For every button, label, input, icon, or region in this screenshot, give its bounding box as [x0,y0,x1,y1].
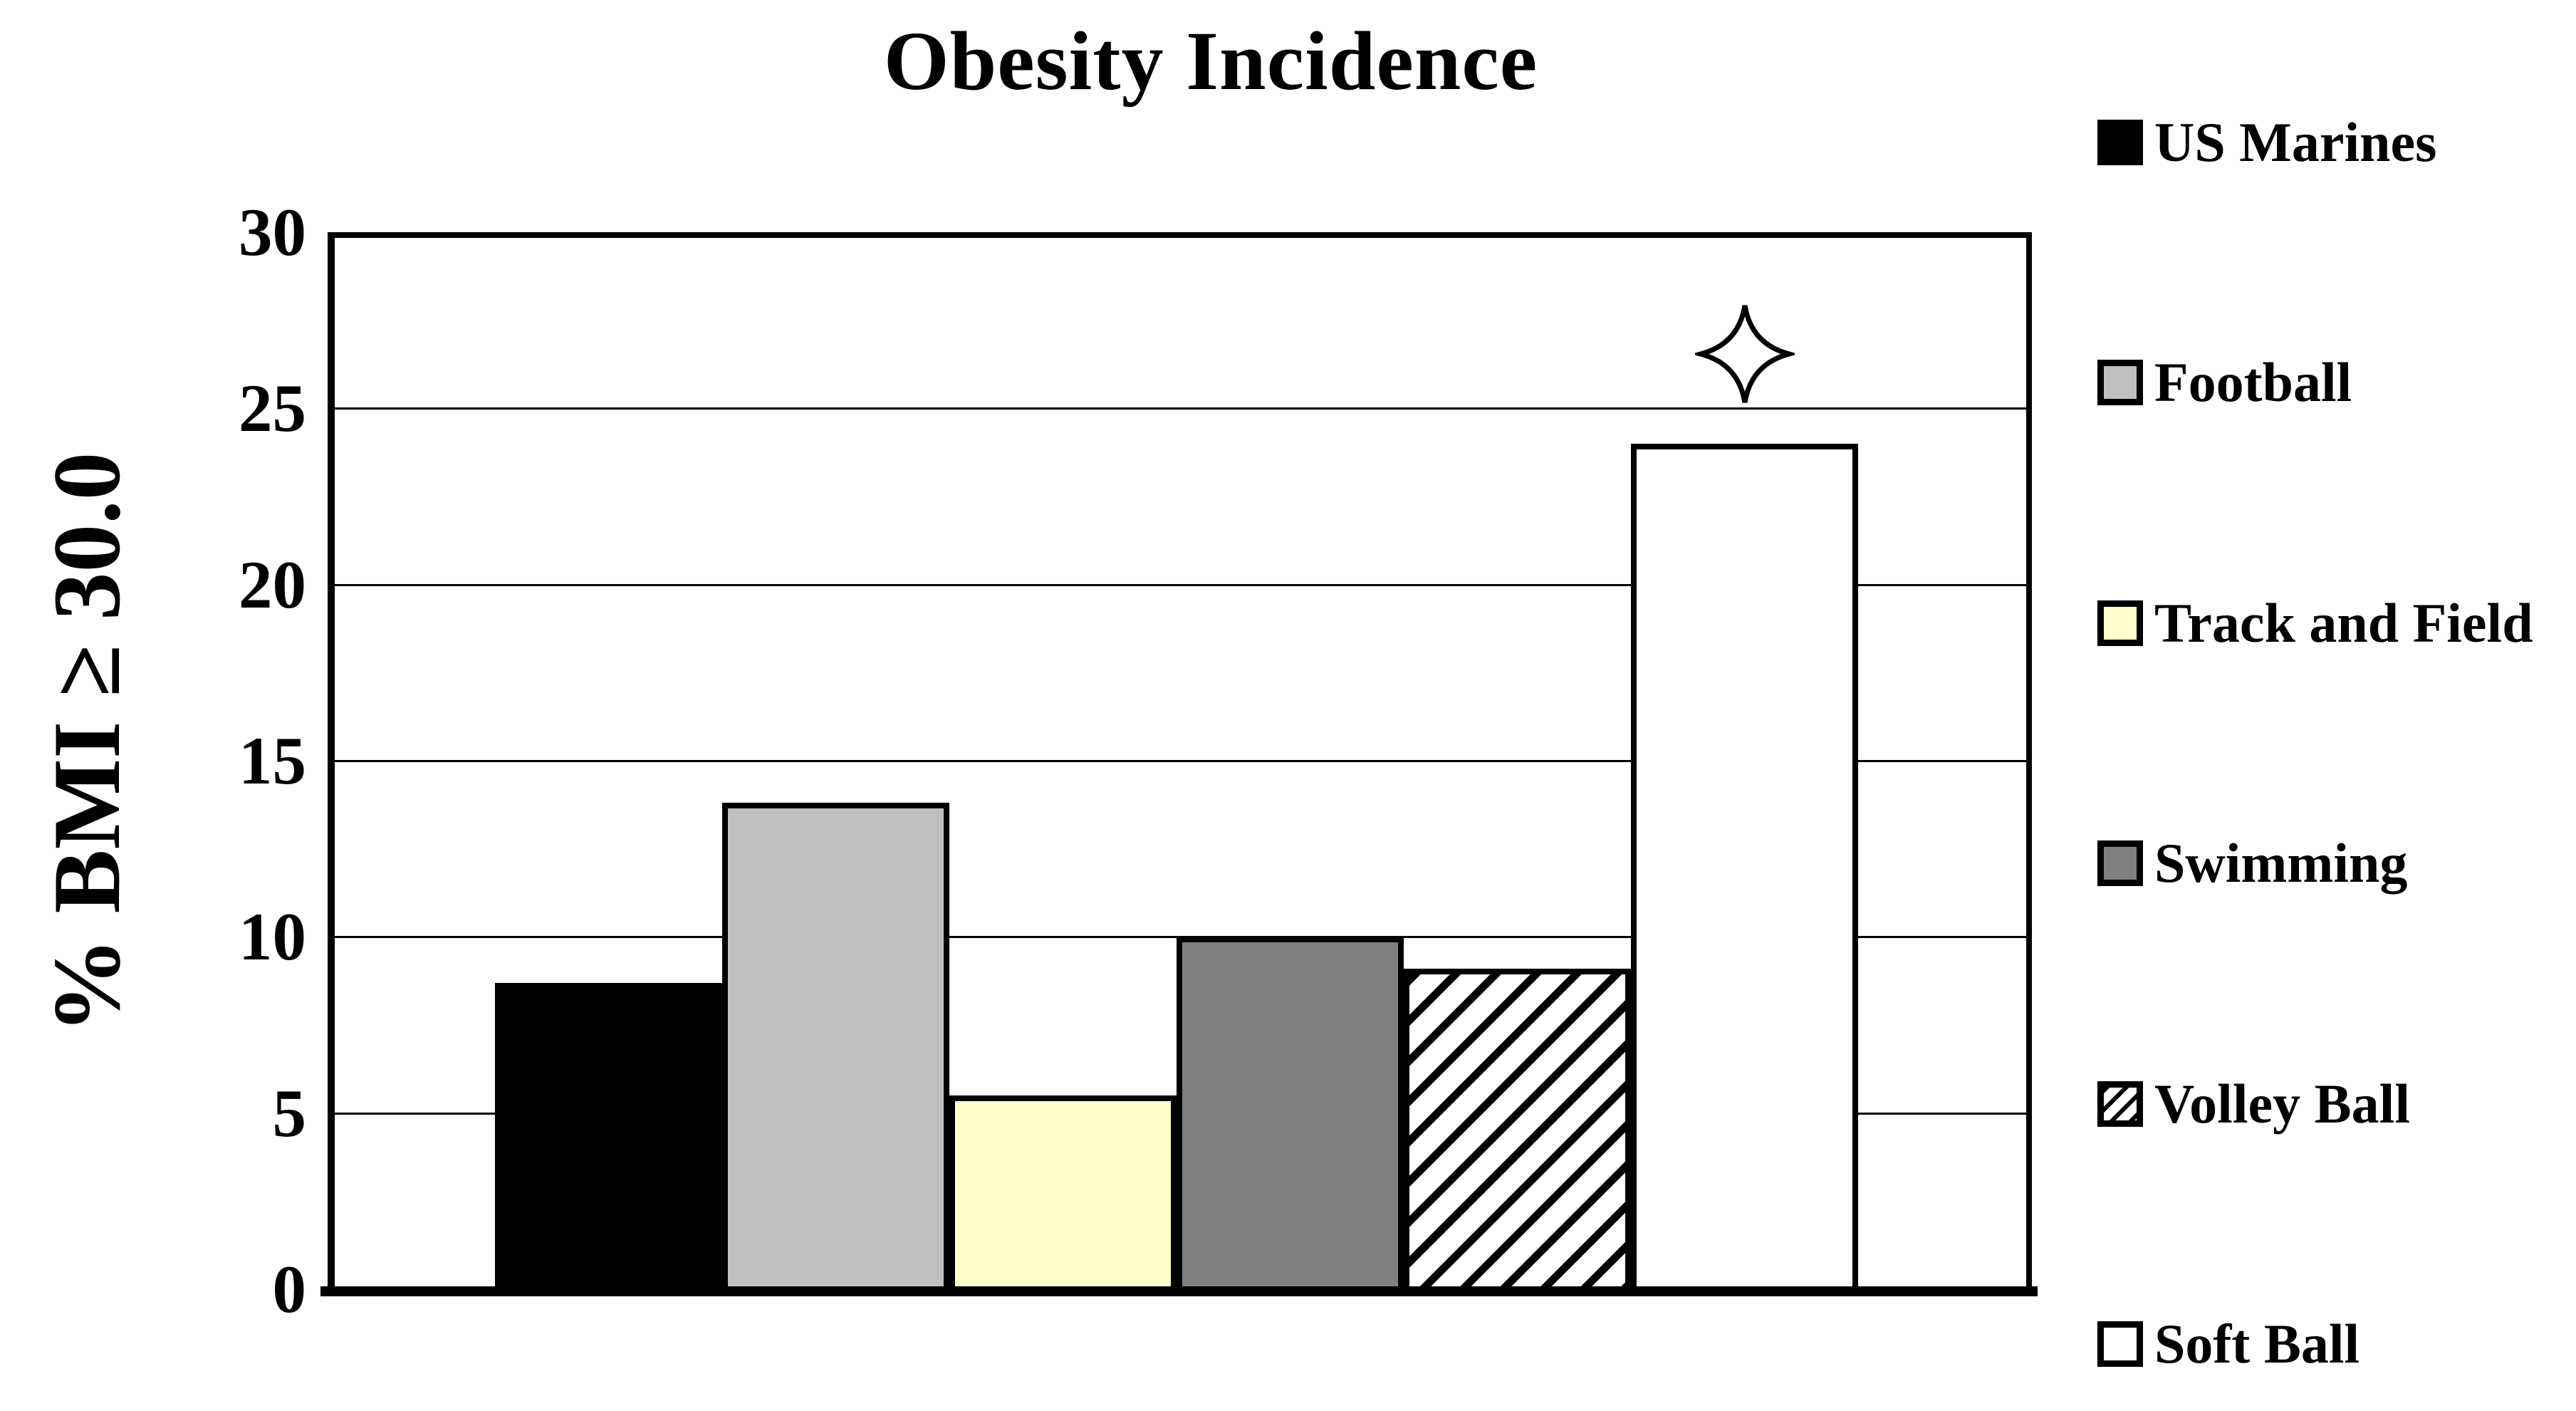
legend-swatch-icon [2097,1321,2143,1367]
y-tick-label: 25 [239,370,306,447]
legend-label: Soft Ball [2154,1313,2360,1375]
bar-football [722,803,949,1292]
legend-item-us-marines: US Marines [2097,110,2436,175]
y-tick-label: 20 [239,546,306,623]
legend-swatch-icon [2097,360,2143,405]
legend-swatch-icon [2097,840,2143,886]
page-title: Obesity Incidence [883,14,1538,108]
bar-swimming [1177,937,1404,1292]
legend-swatch-icon [2097,120,2143,165]
legend-label: Football [2154,351,2352,413]
y-tick-label: 15 [239,723,306,798]
legend-item-volley-ball: Volley Ball [2097,1072,2410,1136]
legend-item-swimming: Swimming [2097,831,2407,895]
legend-label: Swimming [2154,832,2408,894]
legend-item-football: Football [2097,350,2352,415]
legend-item-soft-ball: Soft Ball [2097,1312,2359,1376]
legend-item-track-and-field: Track and Field [2097,591,2533,655]
grid-line [333,407,2026,410]
bar-soft-ball [1631,444,1858,1292]
grid-line [333,583,2026,586]
legend-label: Volley Ball [2154,1073,2410,1135]
legend: US Marines Football Track and Field Swimmin… [2097,0,2576,1411]
y-axis [328,232,335,1289]
x-axis [320,1286,2038,1296]
four-pointed-star-icon [1690,300,1799,412]
bar-volley-ball [1404,969,1631,1292]
grid-line [333,760,2026,762]
bar-track-and-field [949,1095,1177,1292]
y-tick-label: 0 [272,1251,307,1327]
bar-us-marines [495,983,722,1292]
y-tick-label: 10 [239,899,306,975]
legend-swatch-icon [2097,600,2143,646]
plot-border-right [2026,232,2032,1289]
y-tick-label: 30 [239,194,306,270]
plot-border-top [328,232,2032,238]
legend-label: US Marines [2154,111,2437,173]
legend-label: Track and Field [2154,592,2533,654]
legend-swatch-icon [2097,1081,2143,1127]
y-tick-label: 5 [272,1075,307,1151]
